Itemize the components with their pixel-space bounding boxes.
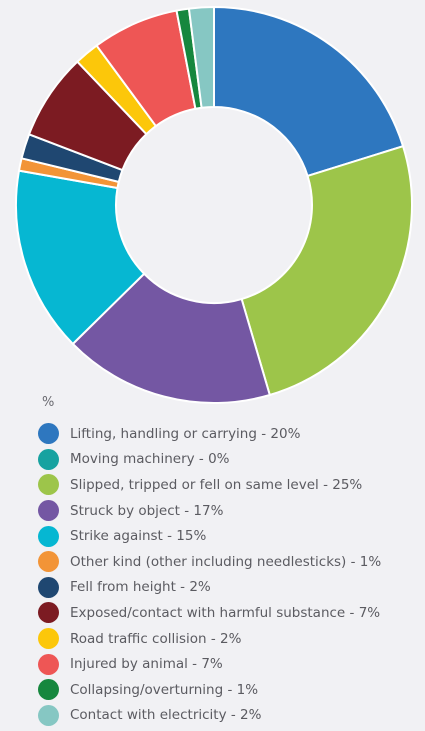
legend: Lifting, handling or carrying - 20% Movin… <box>38 421 381 728</box>
legend-label: Collapsing/overturning - 1% <box>70 681 259 698</box>
legend-label: Injured by animal - 7% <box>70 656 223 673</box>
legend-swatch <box>38 525 59 547</box>
legend-swatch <box>38 448 59 470</box>
legend-item[interactable]: Strike against - 15% <box>38 523 381 549</box>
legend-item[interactable]: Lifting, handling or carrying - 20% <box>38 421 381 447</box>
legend-label: Fell from height - 2% <box>70 579 211 596</box>
legend-swatch <box>38 423 59 445</box>
legend-swatch <box>38 704 59 726</box>
donut-chart <box>15 6 413 404</box>
legend-swatch <box>38 602 59 624</box>
slice-12 <box>187 6 215 109</box>
legend-swatch <box>38 653 59 675</box>
legend-label: Road traffic collision - 2% <box>70 630 242 647</box>
legend-item[interactable]: Exposed/contact with harmful substance -… <box>38 600 381 626</box>
legend-item[interactable]: Fell from height - 2% <box>38 575 381 601</box>
unit-label: % <box>42 395 55 410</box>
legend-item[interactable]: Slipped, tripped or fell on same level -… <box>38 472 381 498</box>
slice-1 <box>213 6 405 177</box>
slice-4 <box>71 272 271 404</box>
legend-label: Contact with electricity - 2% <box>70 707 262 724</box>
legend-swatch <box>38 628 59 650</box>
legend-label: Struck by object - 17% <box>70 502 224 519</box>
legend-swatch <box>38 474 59 496</box>
legend-label: Strike against - 15% <box>70 528 207 545</box>
legend-label: Lifting, handling or carrying - 20% <box>70 425 301 442</box>
legend-swatch <box>38 679 59 701</box>
legend-label: Slipped, tripped or fell on same level -… <box>70 476 363 493</box>
legend-item[interactable]: Collapsing/overturning - 1% <box>38 677 381 703</box>
legend-label: Exposed/contact with harmful substance -… <box>70 604 381 621</box>
legend-item[interactable]: Other kind (other including needlesticks… <box>38 549 381 575</box>
slice-5 <box>15 169 146 345</box>
legend-label: Moving machinery - 0% <box>70 451 230 468</box>
legend-swatch <box>38 576 59 598</box>
legend-label: Other kind (other including needlesticks… <box>70 553 382 570</box>
legend-swatch <box>38 551 59 573</box>
legend-item[interactable]: Moving machinery - 0% <box>38 447 381 473</box>
legend-item[interactable]: Injured by animal - 7% <box>38 651 381 677</box>
legend-item[interactable]: Road traffic collision - 2% <box>38 626 381 652</box>
legend-swatch <box>38 500 59 522</box>
legend-item[interactable]: Struck by object - 17% <box>38 498 381 524</box>
slice-3 <box>240 145 413 396</box>
legend-item[interactable]: Contact with electricity - 2% <box>38 703 381 729</box>
